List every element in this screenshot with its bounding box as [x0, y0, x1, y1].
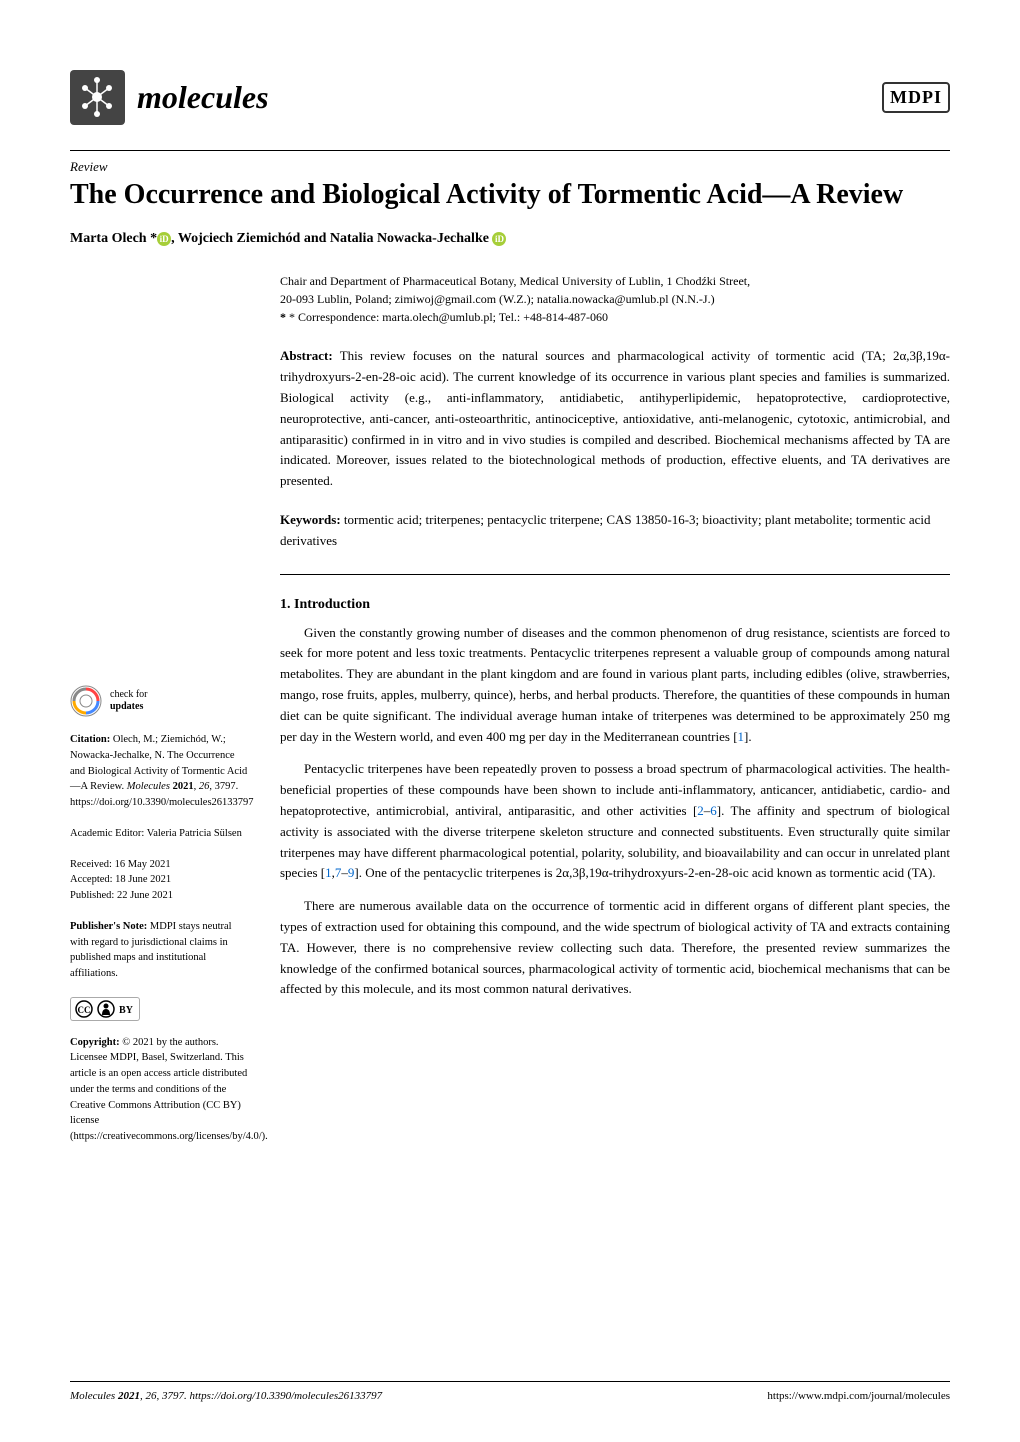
- keywords: Keywords: tormentic acid; triterpenes; p…: [280, 510, 950, 552]
- authors-text: Marta Olech *: [70, 231, 157, 246]
- article-type: Review: [70, 159, 950, 175]
- cc-by-icon: CC BY: [70, 997, 140, 1021]
- molecules-logo-icon: [70, 70, 125, 125]
- published-date: Published: 22 June 2021: [70, 888, 250, 904]
- body-paragraph: Pentacyclic triterpenes have been repeat…: [280, 759, 950, 884]
- body-paragraph: There are numerous available data on the…: [280, 896, 950, 1000]
- check-updates[interactable]: check for updates: [70, 685, 250, 717]
- footer-right[interactable]: https://www.mdpi.com/journal/molecules: [767, 1390, 950, 1402]
- svg-text:BY: BY: [119, 1005, 134, 1016]
- main-content: Chair and Department of Pharmaceutical B…: [280, 272, 950, 1000]
- mdpi-logo: MDPI: [882, 82, 950, 113]
- check-updates-icon: [70, 685, 102, 717]
- section-divider: [280, 574, 950, 575]
- received-date: Received: 16 May 2021: [70, 857, 250, 873]
- journal-logo: molecules: [70, 70, 269, 125]
- affiliation-block: Chair and Department of Pharmaceutical B…: [280, 272, 950, 326]
- check-updates-text: check for updates: [110, 689, 147, 713]
- publisher-note-label: Publisher's Note:: [70, 921, 147, 932]
- publisher-note-block: Publisher's Note: MDPI stays neutral wit…: [70, 919, 250, 982]
- citation-block: Citation: Olech, M.; Ziemichód, W.; Nowa…: [70, 732, 250, 811]
- section-heading: 1. Introduction: [280, 597, 950, 613]
- svg-text:CC: CC: [78, 1005, 91, 1015]
- para-text: ]. One of the pentacyclic triterpenes is…: [354, 865, 935, 880]
- article-title: The Occurrence and Biological Activity o…: [70, 177, 950, 213]
- keywords-label: Keywords:: [280, 512, 341, 527]
- copyright-label: Copyright:: [70, 1037, 120, 1048]
- check-line-bold: updates: [110, 701, 143, 712]
- para-text: Given the constantly growing number of d…: [280, 625, 950, 744]
- copyright-block: Copyright: © 2021 by the authors. Licens…: [70, 1035, 250, 1145]
- footer-left: Molecules 2021, 26, 3797. https://doi.or…: [70, 1390, 382, 1402]
- header-divider: [70, 150, 950, 151]
- orcid-icon[interactable]: iD: [157, 232, 171, 246]
- abstract-label: Abstract:: [280, 348, 333, 363]
- correspondence-text: * Correspondence: marta.olech@umlub.pl; …: [289, 310, 608, 324]
- citation-text: Olech, M.; Ziemichód, W.; Nowacka-Jechal…: [70, 734, 254, 808]
- check-line: updates: [110, 701, 147, 713]
- check-line: check for: [110, 689, 147, 701]
- cc-badge[interactable]: CC BY: [70, 997, 250, 1027]
- affiliation-line: 20-093 Lublin, Poland; zimiwoj@gmail.com…: [280, 290, 950, 308]
- para-text: ].: [744, 729, 752, 744]
- copyright-text: © 2021 by the authors. Licensee MDPI, Ba…: [70, 1037, 268, 1143]
- dates-block: Received: 16 May 2021 Accepted: 18 June …: [70, 857, 250, 904]
- affiliation-line: Chair and Department of Pharmaceutical B…: [280, 272, 950, 290]
- authors: Marta Olech *iD, Wojciech Ziemichód and …: [70, 231, 950, 247]
- editor-label: Academic Editor: Valeria Patricia Sülsen: [70, 826, 250, 842]
- accepted-date: Accepted: 18 June 2021: [70, 872, 250, 888]
- keywords-text: tormentic acid; triterpenes; pentacyclic…: [280, 512, 931, 548]
- orcid-icon[interactable]: iD: [492, 232, 506, 246]
- correspondence-line: * * Correspondence: marta.olech@umlub.pl…: [280, 308, 950, 326]
- authors-text-2: , Wojciech Ziemichód and Natalia Nowacka…: [171, 231, 492, 246]
- editor-block: Academic Editor: Valeria Patricia Sülsen: [70, 826, 250, 842]
- abstract: Abstract: This review focuses on the nat…: [280, 346, 950, 492]
- header-row: molecules MDPI: [70, 70, 950, 125]
- abstract-text: This review focuses on the natural sourc…: [280, 348, 950, 488]
- footer: Molecules 2021, 26, 3797. https://doi.or…: [70, 1381, 950, 1402]
- journal-name: molecules: [137, 79, 269, 116]
- body-paragraph: Given the constantly growing number of d…: [280, 623, 950, 748]
- sidebar: check for updates Citation: Olech, M.; Z…: [70, 685, 250, 1160]
- citation-label: Citation:: [70, 734, 110, 745]
